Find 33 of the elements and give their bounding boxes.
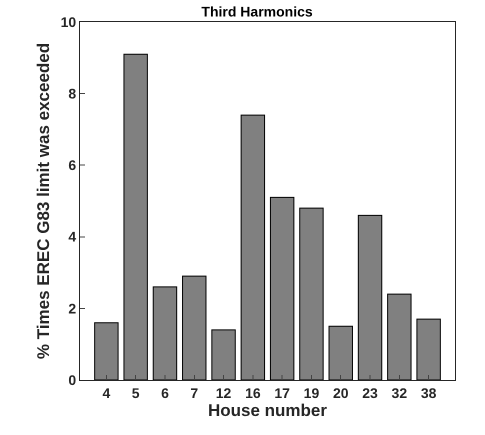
- y-tick-label: 10: [60, 14, 76, 30]
- bar: [94, 322, 119, 380]
- x-tick-label: 19: [304, 384, 320, 401]
- y-tick-label: 6: [68, 157, 76, 174]
- x-tick-label: 12: [216, 384, 232, 401]
- x-tick-label: 20: [332, 384, 349, 401]
- x-tick-label: 4: [102, 384, 110, 401]
- y-tick-label: 4: [68, 228, 76, 245]
- bar: [387, 294, 412, 380]
- x-tick-label: 5: [132, 384, 140, 401]
- bar: [299, 208, 324, 380]
- bar: [152, 286, 178, 380]
- bar: [270, 196, 294, 380]
- bar: [240, 114, 266, 380]
- y-tick-label: 0: [68, 372, 76, 388]
- bar: [211, 329, 236, 380]
- bar: [328, 326, 353, 380]
- bar: [123, 54, 148, 380]
- x-tick-label: 7: [190, 384, 198, 401]
- x-tick-label: 17: [274, 384, 290, 401]
- x-tick-label: 16: [245, 384, 261, 401]
- y-tick-label: 2: [68, 300, 76, 316]
- x-tick-label: 32: [392, 384, 408, 401]
- x-tick-label: 38: [420, 384, 437, 401]
- x-tick-label: 23: [362, 384, 378, 401]
- x-axis-title: House number: [208, 400, 328, 420]
- bar: [182, 276, 206, 380]
- chart-title: Third Harmonics: [201, 3, 313, 20]
- y-axis-title: % Times EREC G83 limit was exceeded: [34, 42, 54, 360]
- bar: [358, 214, 382, 380]
- bar: [416, 318, 441, 380]
- x-tick-label: 6: [161, 384, 170, 401]
- y-tick-label: 8: [68, 86, 76, 102]
